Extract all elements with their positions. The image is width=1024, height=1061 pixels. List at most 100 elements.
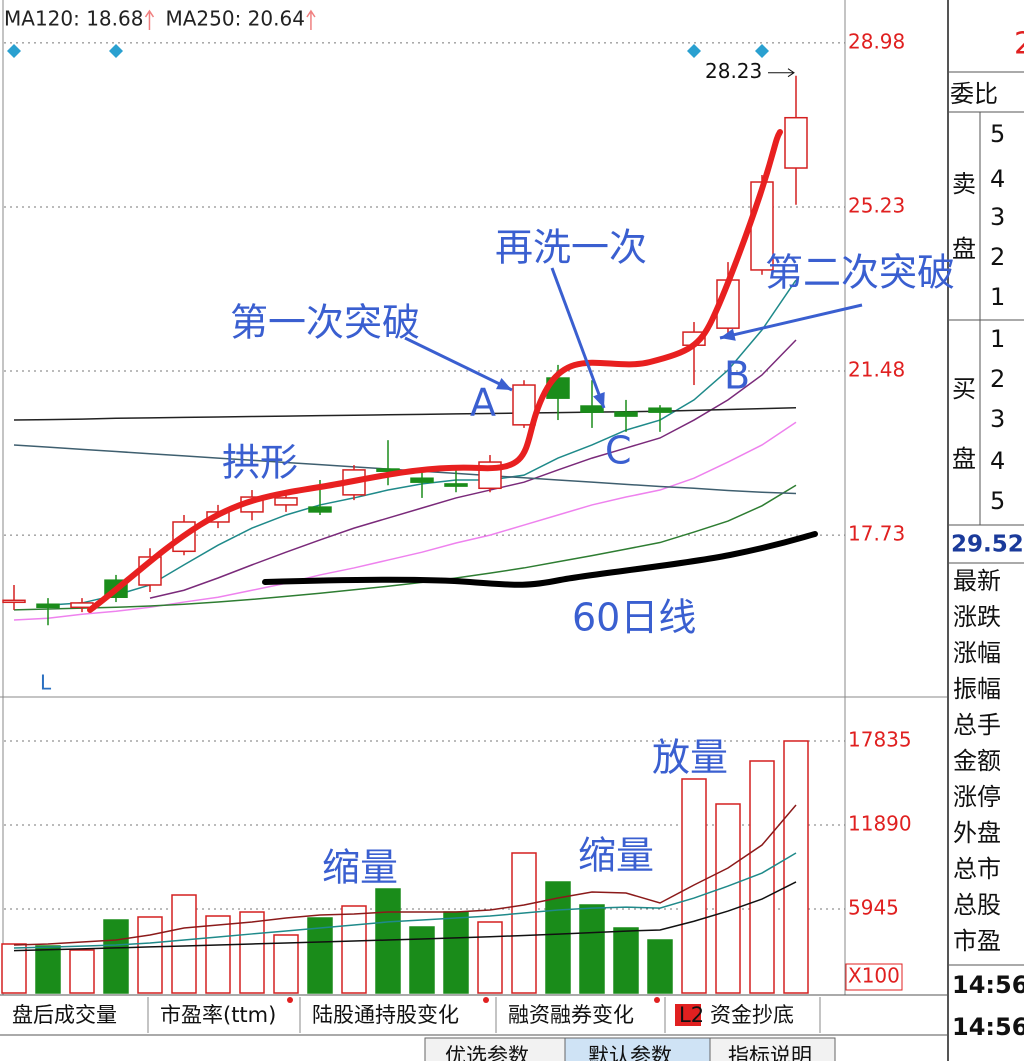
tab-dot bbox=[287, 997, 293, 1003]
button-bg[interactable] bbox=[709, 1037, 836, 1061]
ma-line bbox=[13, 804, 797, 946]
volume-bar bbox=[715, 803, 741, 994]
trend-arrow bbox=[144, 9, 155, 30]
side-label: 买 bbox=[952, 375, 976, 403]
volume-bar bbox=[511, 852, 537, 994]
button-label[interactable]: 默认参数 bbox=[588, 1044, 672, 1061]
annotation-arrow bbox=[719, 303, 863, 340]
y-tick-label: 17835 bbox=[848, 727, 912, 751]
volume-bar bbox=[69, 949, 95, 994]
field-label: 总市 bbox=[953, 855, 1001, 883]
ma-line bbox=[149, 339, 797, 599]
field-label: 涨停 bbox=[953, 783, 1001, 811]
time-label: 14:56 bbox=[952, 1013, 1024, 1041]
annotation-arrow bbox=[550, 267, 606, 409]
marker-diamond bbox=[109, 44, 123, 58]
button-label[interactable]: 指标说明 bbox=[728, 1044, 812, 1061]
volume-bar bbox=[205, 915, 231, 994]
tab[interactable]: 融资融券变化 bbox=[508, 1003, 634, 1027]
tab[interactable]: 盘后成交量 bbox=[12, 1003, 117, 1027]
sell-level: 1 bbox=[990, 283, 1005, 311]
buy-level: 3 bbox=[990, 405, 1005, 433]
field-label: 涨跌 bbox=[953, 603, 1001, 631]
ma-line bbox=[13, 484, 797, 611]
annotation: C bbox=[605, 429, 632, 473]
volume-bar bbox=[613, 927, 639, 994]
sell-level: 5 bbox=[990, 120, 1005, 148]
hand-curve bbox=[87, 129, 783, 613]
field-label: 总股 bbox=[953, 891, 1001, 919]
volume-bar bbox=[1, 943, 27, 994]
volume-bar bbox=[341, 905, 367, 994]
volume-bar bbox=[681, 778, 707, 994]
side-price: 29.52 bbox=[951, 532, 1024, 558]
annotation-arrow bbox=[404, 336, 513, 392]
tab[interactable]: 陆股通持股变化 bbox=[312, 1003, 459, 1027]
marker-diamond bbox=[7, 44, 21, 58]
y-tick-label: 11890 bbox=[848, 811, 912, 835]
annotation: A bbox=[470, 381, 496, 425]
annotation: 再洗一次 bbox=[495, 226, 647, 270]
y-tick-label: 28.98 bbox=[848, 29, 905, 53]
volume-bar bbox=[749, 760, 775, 994]
volume-bar bbox=[443, 911, 469, 994]
volume-bar bbox=[171, 894, 197, 994]
tab-dot bbox=[483, 997, 489, 1003]
candle-body bbox=[410, 477, 434, 483]
annotation: 缩量 bbox=[322, 846, 398, 890]
buy-level: 5 bbox=[990, 487, 1005, 515]
button-label[interactable]: 优选参数 bbox=[445, 1044, 529, 1061]
buy-level: 1 bbox=[990, 325, 1005, 353]
sell-level: 4 bbox=[990, 165, 1005, 193]
hand-curve bbox=[262, 531, 818, 588]
volume-bar bbox=[103, 919, 129, 994]
annotation-arrowhead bbox=[720, 328, 736, 341]
annotation: 60日线 bbox=[572, 596, 696, 640]
volume-bar bbox=[307, 917, 333, 994]
candle-body bbox=[2, 599, 26, 604]
sell-level: 2 bbox=[990, 243, 1005, 271]
max-arrow bbox=[768, 68, 795, 78]
legend-entry: MA120: 18.68 bbox=[4, 7, 143, 31]
buy-level: 4 bbox=[990, 447, 1005, 475]
candle-body bbox=[512, 384, 536, 426]
tab[interactable]: 市盈率(ttm) bbox=[160, 1003, 276, 1027]
y-tick-label: 25.23 bbox=[848, 193, 905, 217]
trend-arrow bbox=[306, 9, 316, 30]
field-label: 最新 bbox=[953, 567, 1001, 595]
marker-diamond bbox=[755, 44, 769, 58]
field-label: 外盘 bbox=[953, 819, 1001, 847]
volume-bar bbox=[545, 881, 571, 994]
candle-body bbox=[580, 405, 604, 413]
tab[interactable]: L2 bbox=[679, 1003, 704, 1027]
field-label: 涨幅 bbox=[953, 639, 1001, 667]
annotation: 拱形 bbox=[222, 441, 298, 485]
ma-line bbox=[13, 881, 797, 952]
tab[interactable]: 资金抄底 bbox=[710, 1003, 794, 1027]
candle-body bbox=[648, 407, 672, 413]
y-tick-label: 21.48 bbox=[848, 358, 905, 382]
side-label: 盘 bbox=[952, 235, 976, 263]
y-tick-label: 5945 bbox=[848, 895, 899, 919]
unit-label: X100 bbox=[848, 964, 900, 988]
annotation: 放量 bbox=[652, 736, 728, 780]
ma-line bbox=[13, 421, 797, 621]
annotation: 第二次突破 bbox=[765, 251, 955, 295]
volume-bar bbox=[477, 921, 503, 994]
side-label: 盘 bbox=[952, 445, 976, 473]
time-label: 14:56 bbox=[952, 971, 1024, 999]
annotation: B bbox=[724, 354, 750, 398]
l2-badge bbox=[675, 1004, 701, 1026]
volume-bar bbox=[273, 934, 299, 994]
annotation-arrowhead bbox=[496, 377, 512, 390]
marker-diamond bbox=[687, 44, 701, 58]
candle-body bbox=[308, 506, 332, 513]
field-label: 振幅 bbox=[953, 675, 1001, 703]
volume-bar bbox=[409, 926, 435, 994]
axis-letter: L bbox=[40, 671, 52, 695]
buy-level: 2 bbox=[990, 365, 1005, 393]
tab-dot bbox=[654, 997, 660, 1003]
unit-box bbox=[845, 963, 903, 991]
